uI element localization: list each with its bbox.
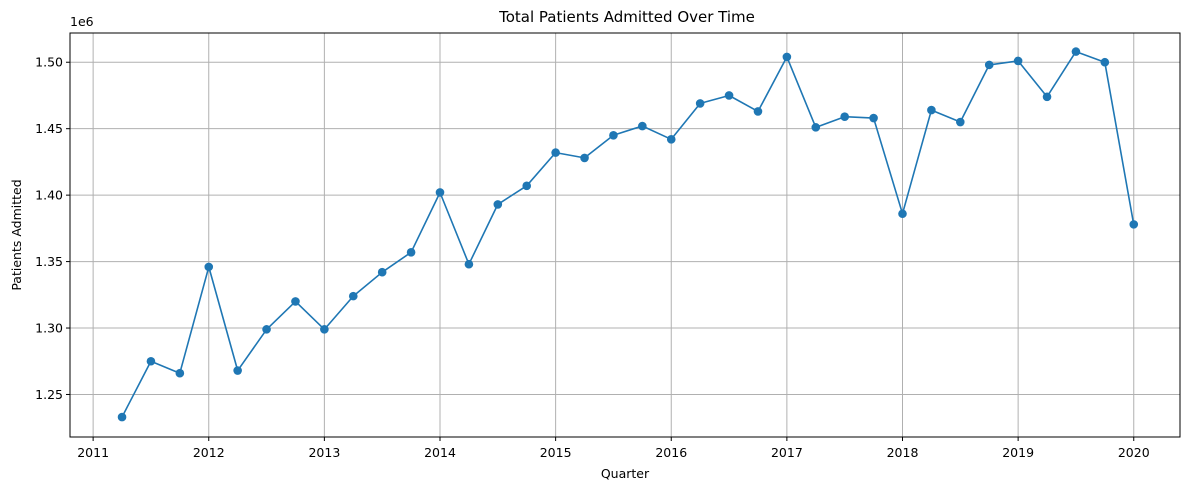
data-point bbox=[204, 262, 214, 272]
y-axis-label: Patients Admitted bbox=[9, 179, 24, 290]
data-point bbox=[724, 91, 734, 100]
x-tick-label: 2020 bbox=[1118, 445, 1150, 460]
data-point bbox=[233, 366, 242, 375]
data-point bbox=[464, 259, 474, 269]
data-point bbox=[1042, 92, 1052, 102]
data-point bbox=[782, 52, 792, 62]
x-tick-label: 2018 bbox=[887, 445, 919, 460]
x-tick-label: 2019 bbox=[1002, 445, 1034, 460]
data-point bbox=[1100, 57, 1110, 67]
y-tick-label: 1.25 bbox=[35, 387, 63, 402]
y-tick-label: 1.30 bbox=[35, 321, 63, 336]
x-tick-label: 2014 bbox=[424, 445, 456, 460]
data-point bbox=[1013, 56, 1023, 66]
data-point bbox=[1071, 47, 1081, 56]
data-point bbox=[522, 181, 532, 191]
data-point bbox=[291, 297, 300, 306]
data-point bbox=[927, 105, 936, 115]
x-tick-label: 2017 bbox=[771, 445, 803, 460]
x-tick-label: 2016 bbox=[655, 445, 687, 460]
data-point bbox=[753, 107, 763, 116]
y-tick-label: 1.40 bbox=[35, 188, 63, 203]
data-point bbox=[262, 325, 271, 334]
y-tick-label: 1.45 bbox=[35, 121, 63, 136]
x-tick-label: 2012 bbox=[193, 445, 225, 460]
data-point bbox=[609, 131, 618, 140]
data-point bbox=[869, 113, 878, 123]
data-point bbox=[117, 412, 127, 422]
data-point bbox=[956, 117, 965, 127]
data-point bbox=[638, 121, 647, 131]
data-point bbox=[377, 267, 387, 277]
plot-frame bbox=[69, 32, 1181, 438]
series-line bbox=[121, 50, 1135, 418]
data-point bbox=[840, 112, 849, 122]
plot-area bbox=[117, 47, 1139, 422]
data-point bbox=[175, 368, 185, 378]
data-point bbox=[984, 60, 994, 70]
data-point bbox=[320, 325, 329, 334]
data-point bbox=[406, 247, 416, 257]
data-point bbox=[1129, 220, 1139, 229]
y-tick-label: 1.50 bbox=[35, 55, 63, 70]
y-axis: 1.25 1.30 1.35 1.40 1.45 1.50 bbox=[35, 55, 70, 402]
x-axis-label: Quarter bbox=[601, 466, 650, 481]
chart-title: Total Patients Admitted Over Time bbox=[498, 8, 755, 26]
data-point bbox=[898, 209, 907, 219]
y-offset-label: 1e6 bbox=[70, 14, 94, 29]
data-point bbox=[666, 135, 676, 144]
y-tick-label: 1.35 bbox=[35, 254, 63, 269]
data-point bbox=[348, 291, 358, 301]
grid bbox=[70, 33, 1180, 437]
data-point bbox=[551, 148, 560, 157]
x-tick-label: 2011 bbox=[77, 445, 109, 460]
x-tick-label: 2015 bbox=[540, 445, 572, 460]
x-axis: 2011 2012 2013 2014 2015 2016 2017 2018 2019 2020 bbox=[77, 437, 1150, 460]
data-point bbox=[695, 99, 705, 108]
data-point bbox=[146, 356, 156, 366]
data-point bbox=[493, 200, 503, 209]
data-point bbox=[811, 123, 821, 132]
data-point bbox=[435, 188, 445, 197]
x-tick-label: 2013 bbox=[308, 445, 340, 460]
data-point bbox=[580, 153, 589, 163]
